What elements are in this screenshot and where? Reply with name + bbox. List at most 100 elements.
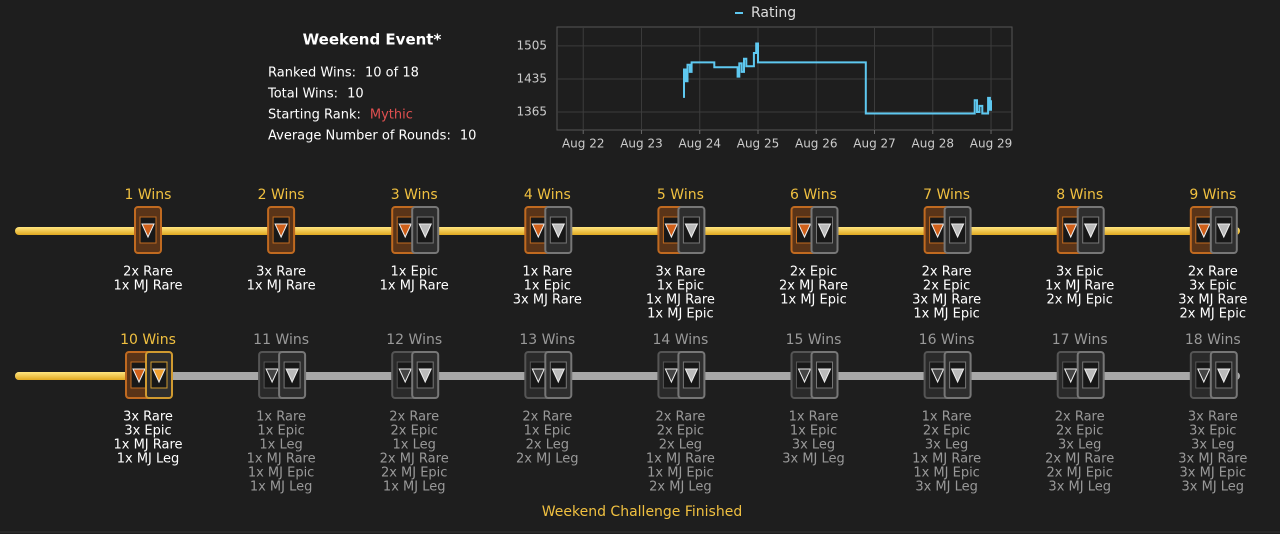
tier-label: 16 Wins: [919, 332, 975, 348]
reward-line: 2x Rare: [1188, 265, 1238, 280]
reward-line: 3x MJ Rare: [1178, 452, 1247, 467]
reward-line: 2x Rare: [123, 265, 173, 280]
stat-label: Ranked Wins:: [268, 66, 356, 81]
tier-label: 10 Wins: [120, 332, 176, 348]
tier-label: 6 Wins: [790, 187, 837, 203]
pack-emblem: [152, 368, 166, 384]
reward-line: 3x Leg: [925, 438, 968, 453]
x-tick-label: Aug 24: [678, 137, 721, 151]
y-tick-label: 1435: [516, 71, 547, 85]
reward-line: 1x MJ Leg: [383, 480, 446, 495]
reward-line: 1x Leg: [259, 438, 302, 453]
tier-label: 17 Wins: [1052, 332, 1108, 348]
reward-line: 1x MJ Rare: [646, 452, 715, 467]
pack-emblem: [930, 223, 945, 239]
pack-emblem: [1217, 223, 1231, 239]
pack-emblem: [684, 223, 699, 239]
pack-emblem: [1083, 368, 1098, 384]
reward-line: 2x Rare: [922, 265, 972, 280]
tier-label: 7 Wins: [923, 187, 970, 203]
stat-value: 10: [460, 129, 477, 144]
pack-emblem: [797, 368, 812, 384]
reward-line: 3x MJ Leg: [1182, 480, 1245, 495]
reward-line: 3x Epic: [1056, 265, 1103, 280]
pack-emblem: [817, 223, 832, 239]
pack-emblem: [1063, 223, 1078, 239]
reward-line: 2x Epic: [923, 279, 970, 294]
reward-line: 1x Rare: [522, 265, 572, 280]
reward-line: 2x MJ Rare: [779, 279, 848, 294]
reward-line: 1x MJ Epic: [913, 307, 980, 322]
reward-line: 2x MJ Leg: [649, 480, 712, 495]
y-tick-label: 1365: [516, 105, 547, 119]
tier-label: 1 Wins: [125, 187, 172, 203]
pack-emblem: [418, 368, 432, 384]
reward-line: 1x MJ Epic: [647, 307, 714, 322]
reward-line: 2x Rare: [1055, 410, 1105, 425]
reward-line: 2x MJ Epic: [1180, 307, 1247, 322]
reward-line: 2x Rare: [522, 410, 572, 425]
reward-line: 3x MJ Leg: [1048, 480, 1111, 495]
tier-label: 12 Wins: [386, 332, 442, 348]
reward-line: 2x Epic: [391, 424, 438, 439]
reward-line: 2x Leg: [526, 438, 569, 453]
reward-line: 3x Rare: [1188, 410, 1238, 425]
track-bar: [15, 227, 1240, 235]
reward-line: 1x Leg: [393, 438, 436, 453]
reward-line: 1x MJ Leg: [117, 452, 180, 467]
pack-emblem: [797, 223, 812, 239]
reward-line: 2x MJ Leg: [516, 452, 579, 467]
reward-line: 3x MJ Leg: [782, 452, 845, 467]
tier-label: 18 Wins: [1185, 332, 1241, 348]
reward-line: 2x Rare: [389, 410, 439, 425]
reward-line: 2x Epic: [1056, 424, 1103, 439]
reward-line: 3x Epic: [1189, 279, 1236, 294]
pack-emblem: [1063, 368, 1078, 384]
x-tick-label: Aug 25: [737, 137, 780, 151]
reward-line: 2x MJ Epic: [1046, 466, 1113, 481]
pack-emblem: [531, 368, 546, 384]
stat-value: 10 of 18: [365, 66, 419, 81]
reward-line: 3x Leg: [1191, 438, 1234, 453]
reward-line: 1x Epic: [524, 279, 571, 294]
reward-line: 3x Rare: [655, 265, 705, 280]
pack-emblem: [950, 223, 965, 239]
tier-label: 5 Wins: [657, 187, 704, 203]
reward-line: 1x Rare: [789, 410, 839, 425]
pack-emblem: [684, 368, 699, 384]
reward-line: 2x MJ Rare: [1045, 452, 1114, 467]
reward-line: 3x MJ Leg: [915, 480, 978, 495]
pack-emblem: [418, 223, 432, 239]
pack-emblem: [551, 223, 566, 239]
reward-line: 2x Rare: [655, 410, 705, 425]
footer-status: Weekend Challenge Finished: [542, 504, 742, 520]
tier-label: 3 Wins: [391, 187, 438, 203]
tier-label: 4 Wins: [524, 187, 571, 203]
pack-emblem: [274, 223, 288, 239]
reward-line: 1x Epic: [790, 424, 837, 439]
legend-label: Rating: [751, 5, 796, 21]
stat-value: 10: [347, 87, 364, 102]
pack-emblem: [265, 368, 279, 384]
reward-line: 1x MJ Leg: [250, 480, 313, 495]
reward-line: 3x MJ Rare: [912, 293, 981, 308]
reward-line: 1x Rare: [922, 410, 972, 425]
x-tick-label: Aug 29: [970, 137, 1013, 151]
stat-value: Mythic: [370, 108, 413, 123]
pack-emblem: [1197, 223, 1211, 239]
pack-emblem: [1083, 223, 1098, 239]
pack-emblem: [132, 368, 146, 384]
reward-line: 3x MJ Rare: [1178, 293, 1247, 308]
x-tick-label: Aug 23: [620, 137, 663, 151]
reward-line: 1x MJ Rare: [247, 452, 316, 467]
reward-line: 2x Epic: [790, 265, 837, 280]
tier-label: 11 Wins: [253, 332, 309, 348]
x-tick-label: Aug 22: [562, 137, 605, 151]
pack-emblem: [398, 223, 412, 239]
reward-line: 1x MJ Rare: [646, 293, 715, 308]
stat-label: Total Wins:: [267, 87, 338, 102]
reward-line: 2x Epic: [657, 424, 704, 439]
pack-emblem: [531, 223, 546, 239]
